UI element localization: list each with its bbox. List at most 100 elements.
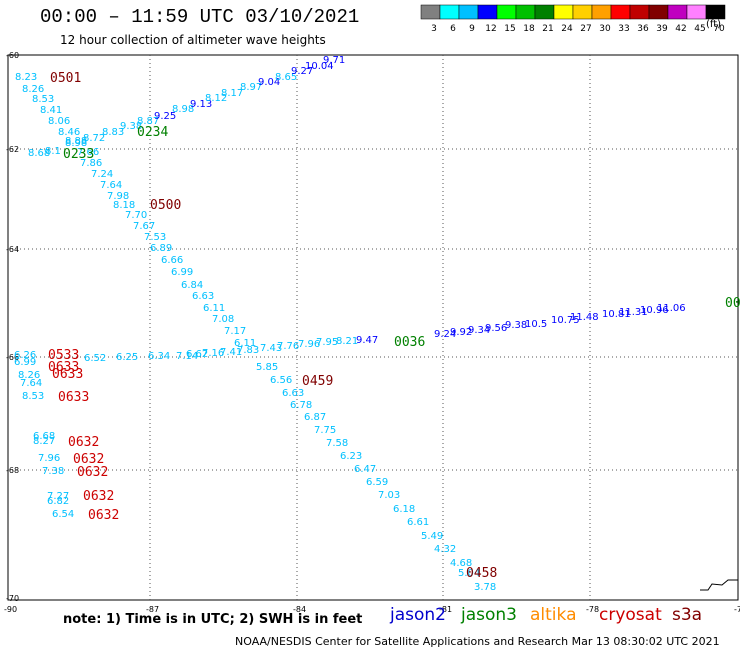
swh-value: 9.13 xyxy=(190,99,212,110)
time-label: 0501 xyxy=(50,71,81,86)
lon-label: -78 xyxy=(586,605,599,614)
legend-s3a: s3a xyxy=(672,605,703,625)
time-label: 0632 xyxy=(68,435,99,450)
lat-label: -70 xyxy=(6,594,19,603)
color-scale-label: 42 xyxy=(675,24,686,34)
color-scale-swatch xyxy=(477,4,498,20)
swh-value: 6.63 xyxy=(192,291,214,302)
swh-value: 6.11 xyxy=(234,338,256,349)
swh-value: 8.87 xyxy=(137,116,159,127)
swh-value: 9.71 xyxy=(323,55,345,66)
color-scale-swatch xyxy=(572,4,593,20)
swh-value: 6.25 xyxy=(116,352,138,363)
swh-value: 6.89 xyxy=(150,243,172,254)
swh-value: 6.78 xyxy=(290,400,312,411)
color-scale-swatch xyxy=(496,4,517,20)
swh-value: 6.61 xyxy=(407,517,429,528)
swh-value: 9.38 xyxy=(120,121,142,132)
color-scale-swatch xyxy=(553,4,574,20)
time-label: 0233 xyxy=(63,147,94,162)
color-scale-swatch xyxy=(667,4,688,20)
swh-value: 8.12 xyxy=(205,93,227,104)
color-scale-label: 30 xyxy=(599,24,611,34)
swh-value: 7.03 xyxy=(378,490,400,501)
time-label: 0632 xyxy=(83,489,114,504)
color-scale-label: 39 xyxy=(656,24,668,34)
swh-value: 9.34 xyxy=(468,325,490,336)
time-label: 0633 xyxy=(52,367,83,382)
swh-value: 5.04 xyxy=(458,568,480,579)
swh-value: 6.68 xyxy=(33,431,55,442)
footer-credit: NOAA/NESDIS Center for Satellite Applica… xyxy=(235,635,720,648)
swh-value: 9.92 xyxy=(450,327,472,338)
swh-value: 11.06 xyxy=(657,303,686,314)
color-scale-label: 12 xyxy=(485,24,496,34)
color-scale-swatch xyxy=(705,4,726,20)
color-scale-unit: (ft) xyxy=(706,19,722,30)
swh-value: 6.99 xyxy=(171,267,193,278)
swh-value: 6.62 xyxy=(186,349,208,360)
swh-value: 9.27 xyxy=(291,66,313,77)
time-label: 0633 xyxy=(48,360,79,375)
swh-value: 8.83 xyxy=(102,127,124,138)
time-label: 0632 xyxy=(77,465,108,480)
swh-value: 5.85 xyxy=(256,362,278,373)
swh-value: 7.76 xyxy=(277,341,299,352)
swh-value: 6.56 xyxy=(270,375,292,386)
swh-value: 8.27 xyxy=(33,436,55,447)
time-label: 0533 xyxy=(48,348,79,363)
color-scale-label: 3 xyxy=(431,24,437,34)
time-label: 0458 xyxy=(466,566,497,581)
legend-jason2: jason2 xyxy=(390,605,446,625)
swh-value: 9.04 xyxy=(258,77,280,88)
swh-value: 8.98 xyxy=(65,138,87,149)
swh-value: 6.54 xyxy=(52,509,74,520)
swh-value: 6.26 xyxy=(14,350,36,361)
swh-value: 11.48 xyxy=(570,312,599,323)
map-frame xyxy=(7,54,739,601)
swh-value: 6.18 xyxy=(393,504,415,515)
swh-value: 7.58 xyxy=(326,438,348,449)
swh-value: 6.23 xyxy=(340,451,362,462)
time-label: 0632 xyxy=(88,508,119,523)
map-title: 00:00 – 11:59 UTC 03/10/2021 xyxy=(40,6,360,28)
swh-value: 7.83 xyxy=(237,345,259,356)
swh-value: 8.41 xyxy=(40,105,62,116)
color-scale-swatch xyxy=(458,4,479,20)
color-scale-label: 24 xyxy=(561,24,573,34)
time-label: 00 xyxy=(725,296,740,311)
swh-value: 6.66 xyxy=(161,255,183,266)
swh-value: 7.16 xyxy=(202,348,224,359)
swh-value: 7.53 xyxy=(144,232,166,243)
swh-value: 8.53 xyxy=(32,94,54,105)
lon-label: -90 xyxy=(4,605,17,614)
legend-cryosat: cryosat xyxy=(599,605,662,625)
swh-value: 6.84 xyxy=(181,280,203,291)
color-scale-label: 6 xyxy=(450,24,456,34)
swh-value: 10.81 xyxy=(602,309,631,320)
time-label: 0459 xyxy=(302,374,333,389)
swh-value: 7.70 xyxy=(125,210,147,221)
swh-value: 8.26 xyxy=(18,370,40,381)
coastline xyxy=(700,579,738,591)
swh-value: 10.04 xyxy=(305,61,334,72)
swh-value: 7.27 xyxy=(47,491,69,502)
color-scale-swatch xyxy=(420,4,441,20)
swh-value: 7.86 xyxy=(80,158,102,169)
map-subtitle: 12 hour collection of altimeter wave hei… xyxy=(60,33,326,47)
swh-value: 9.24 xyxy=(434,329,456,340)
color-scale-label: 33 xyxy=(618,24,629,34)
footer-note: note: 1) Time is in UTC; 2) SWH is in fe… xyxy=(63,612,363,627)
swh-value: 7.98 xyxy=(107,191,129,202)
swh-value: 8.17 xyxy=(221,88,243,99)
swh-value: 6.82 xyxy=(47,496,69,507)
swh-value: 7.66 xyxy=(77,147,99,158)
swh-value: 9.47 xyxy=(356,335,378,346)
swh-value: 9.38 xyxy=(505,320,527,331)
swh-value: 11.31 xyxy=(619,307,648,318)
color-scale-swatch xyxy=(439,4,460,20)
swh-value: 8.98 xyxy=(172,104,194,115)
legend-jason3: jason3 xyxy=(461,605,517,625)
swh-value: 10.5 xyxy=(525,319,547,330)
